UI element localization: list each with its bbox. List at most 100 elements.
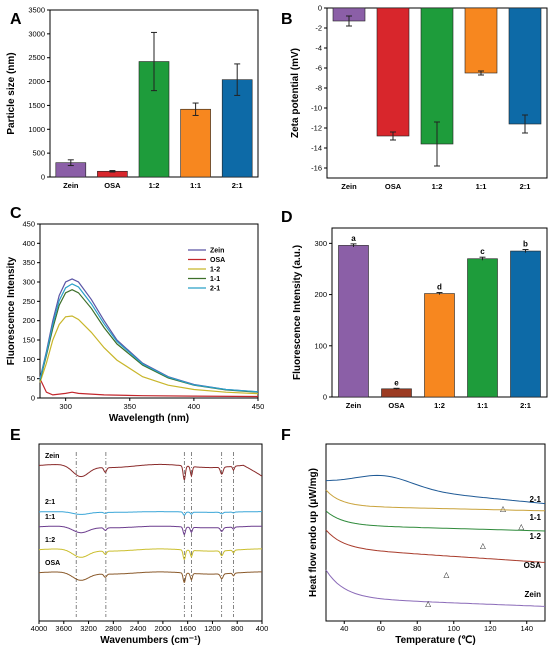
- x-tick-label: Zein: [341, 182, 357, 191]
- y-axis-label: Fluorescence Intensity (a.u.): [292, 245, 303, 380]
- panel-label-f: F: [281, 427, 291, 444]
- bar: [180, 108, 211, 178]
- y-tick-label: -6: [315, 64, 322, 73]
- series-label: 2-1: [529, 495, 541, 504]
- dsc-line-1-1: [325, 489, 546, 512]
- ftir-line-OSA: [38, 571, 262, 583]
- x-tick-label: 140: [520, 624, 533, 633]
- y-tick-label: -14: [311, 144, 322, 153]
- plot-frame: [325, 443, 546, 622]
- x-tick-label: 3200: [80, 624, 97, 633]
- y-tick-label: 200: [22, 316, 35, 325]
- chart-e-ftir-spectra: 4000 3600 3200 2800 2400 2000 1600 1200 800 400 Ze…: [31, 443, 269, 645]
- legend-label: Zein: [210, 248, 224, 255]
- series-label: OSA: [45, 560, 60, 567]
- panel-label-b: B: [281, 11, 293, 28]
- x-tick-label: 450: [252, 402, 265, 411]
- y-tick-label: 0: [323, 393, 327, 402]
- plot-frame: [39, 223, 259, 399]
- x-axis-label: Temperature (℃): [395, 635, 476, 645]
- y-tick-label: 0: [41, 173, 45, 182]
- chart-f-dsc-thermograms: 40 60 80 100 120 140 △ 2-1 △ 1-1 △ 1-2 △ OSA △ Zein Temp…: [308, 443, 546, 645]
- x-tick-label: 1:1: [190, 181, 201, 190]
- legend-label: 1-1: [210, 276, 220, 283]
- series-label: 1-2: [529, 532, 541, 541]
- y-tick-label: 50: [27, 374, 35, 383]
- spectrum-line-1-2: [39, 315, 259, 395]
- x-tick-label: 80: [413, 624, 421, 633]
- significance-letter: a: [351, 234, 356, 243]
- panel-label-c: C: [10, 205, 22, 222]
- x-tick-label: 1200: [204, 624, 221, 633]
- bar: [420, 7, 454, 145]
- y-tick-label: -10: [311, 104, 322, 113]
- y-tick-label: 2000: [28, 77, 45, 86]
- x-tick-label: 800: [231, 624, 244, 633]
- significance-letter: b: [523, 240, 528, 249]
- peak-marker: △: [518, 522, 525, 531]
- peak-marker: △: [425, 599, 432, 608]
- spectrum-line-OSA: [39, 378, 259, 398]
- ftir-line-1:2: [38, 548, 262, 560]
- y-tick-label: 200: [314, 290, 327, 299]
- y-tick-label: 400: [22, 239, 35, 248]
- bar: [464, 7, 498, 74]
- chart-c-fluorescence-spectra: 0 50 100 150 200 250 300 350 400 450 300 350 400 450 Z…: [6, 220, 264, 425]
- x-tick-label: 2:1: [232, 181, 243, 190]
- panel-label-d: D: [281, 209, 293, 226]
- x-tick-label: 1:2: [434, 401, 445, 410]
- significance-letter: d: [437, 283, 442, 292]
- panel-label-a: A: [10, 11, 22, 28]
- y-tick-label: -8: [315, 84, 322, 93]
- ftir-line-2:1: [39, 511, 262, 516]
- chart-b-zeta-potential: 0 -2 -4 -6 -8 -10 -12 -14 -16 Zein OSA 1:2 1:1 2:1 Zet…: [290, 4, 548, 191]
- y-tick-label: 300: [22, 278, 35, 287]
- y-axis-label: Particle size (nm): [6, 52, 17, 134]
- bar: [508, 7, 542, 125]
- y-tick-label: 2500: [28, 53, 45, 62]
- y-tick-label: -12: [311, 124, 322, 133]
- x-tick-label: 3600: [55, 624, 72, 633]
- dsc-line-OSA: [325, 529, 546, 563]
- legend-label: OSA: [210, 257, 225, 264]
- dsc-line-2-1: [325, 474, 546, 505]
- significance-letter: c: [480, 247, 485, 256]
- x-tick-label: 350: [124, 402, 137, 411]
- spectrum-line-1-1: [39, 289, 259, 393]
- x-tick-label: 1:1: [476, 182, 487, 191]
- y-axis-label: Zeta potential (mV): [290, 48, 301, 138]
- x-axis-label: Wavelength (nm): [109, 413, 189, 424]
- y-tick-label: 0: [31, 394, 35, 403]
- x-tick-label: Zein: [63, 181, 79, 190]
- x-tick-label: 1:2: [149, 181, 160, 190]
- x-axis-label: Wavenumbers (cm⁻¹): [100, 635, 200, 645]
- dsc-line-1-2: [325, 510, 546, 532]
- y-tick-label: 350: [22, 258, 35, 267]
- dsc-line-Zein: [325, 569, 546, 607]
- y-tick-label: 1500: [28, 101, 45, 110]
- x-tick-label: 1:2: [432, 182, 443, 191]
- x-tick-label: 400: [256, 624, 269, 633]
- plot-frame: [38, 443, 263, 622]
- y-tick-label: -2: [315, 24, 322, 33]
- y-tick-label: 3000: [28, 29, 45, 38]
- x-tick-label: 2400: [130, 624, 147, 633]
- y-tick-label: 100: [314, 341, 327, 350]
- y-tick-label: 300: [314, 239, 327, 248]
- x-tick-label: 4000: [31, 624, 48, 633]
- x-tick-label: 2000: [155, 624, 172, 633]
- x-tick-label: 100: [447, 624, 460, 633]
- bar: [510, 250, 541, 398]
- y-tick-label: -16: [311, 164, 322, 173]
- bar: [467, 258, 498, 398]
- peak-marker: △: [500, 504, 507, 513]
- x-tick-label: 2:1: [520, 401, 531, 410]
- spectrum-line-2-1: [39, 283, 259, 393]
- y-tick-label: 450: [22, 220, 35, 229]
- x-tick-label: 1:1: [477, 401, 488, 410]
- y-tick-label: 1000: [28, 125, 45, 134]
- peak-marker: △: [444, 570, 451, 579]
- series-label: Zein: [45, 453, 59, 460]
- y-tick-label: 3500: [28, 6, 45, 15]
